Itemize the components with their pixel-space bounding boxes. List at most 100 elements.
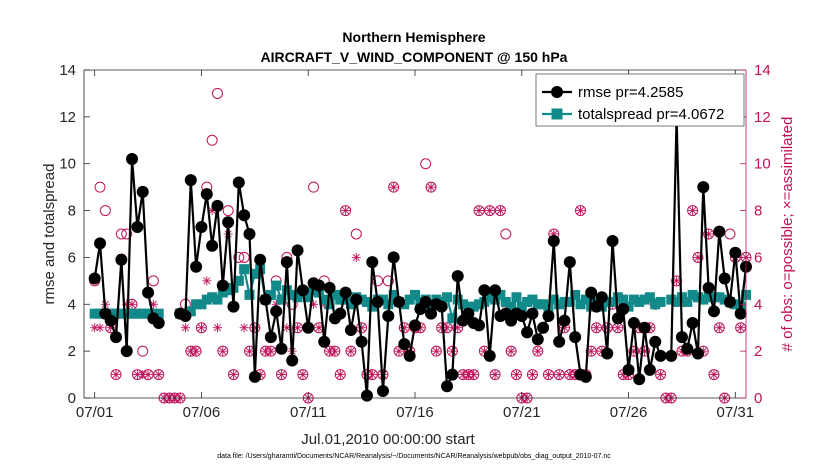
y-tick-label: 2: [68, 343, 76, 360]
rmse-point: [729, 246, 742, 259]
obs-possible-marker: [233, 251, 245, 263]
obs-possible-marker: [585, 345, 597, 357]
asterisk-stroke: [240, 324, 248, 332]
obs-possible-marker: [713, 322, 725, 334]
asterisk-stroke: [512, 371, 520, 379]
rmse-point: [558, 314, 571, 327]
totalspread-point: [644, 292, 655, 303]
asterisk-stroke: [326, 347, 334, 355]
obs-possible-marker: [473, 205, 485, 217]
obs-possible-marker: [655, 369, 667, 381]
obs-assimilated-marker: [613, 323, 623, 333]
x-tick-label: 07/01: [76, 404, 114, 421]
obs-assimilated-marker: [485, 206, 495, 216]
totalspread-point: [442, 292, 453, 303]
asterisk-stroke: [91, 324, 99, 332]
totalspread-point: [388, 289, 399, 300]
totalspread-point: [116, 308, 127, 319]
asterisk-stroke: [528, 371, 537, 379]
obs-assimilated-marker: [592, 323, 602, 333]
obs-possible-marker: [238, 251, 250, 263]
asterisk-stroke: [592, 324, 601, 332]
y-right-tick-label: 6: [754, 249, 762, 266]
asterisk-stroke: [459, 371, 467, 379]
rmse-point: [270, 305, 283, 318]
obs-possible-marker: [494, 205, 506, 217]
totalspread-point: [153, 308, 164, 319]
rmse-point: [296, 284, 309, 297]
totalspread-point: [324, 299, 335, 310]
rmse-point: [563, 256, 576, 269]
rmse-point: [579, 370, 592, 383]
asterisk-stroke: [293, 324, 302, 332]
obs-assimilated-marker: [576, 206, 585, 216]
totalspread-point: [628, 294, 639, 305]
x-tick-label: 07/16: [396, 404, 434, 421]
rmse-point: [344, 324, 357, 337]
rmse-point: [216, 279, 229, 292]
y-axis-label: rmse and totalspread: [41, 164, 58, 305]
asterisk-stroke: [352, 253, 360, 261]
obs-assimilated-marker: [431, 346, 441, 356]
asterisk-stroke: [614, 324, 622, 332]
rmse-point: [323, 281, 336, 294]
asterisk-stroke: [587, 347, 595, 355]
rmse-point: [371, 295, 384, 308]
rmse-point: [366, 256, 379, 269]
obs-possible-marker: [308, 181, 320, 193]
asterisk-stroke: [336, 371, 344, 379]
obs-assimilated-marker: [527, 370, 537, 380]
legend-box: [535, 73, 745, 127]
chart-title: Northern Hemisphere: [342, 29, 485, 45]
obs-possible-marker: [297, 369, 309, 381]
rmse-point: [649, 335, 662, 348]
obs-assimilated-marker: [709, 370, 719, 380]
totalspread-point: [201, 294, 212, 305]
obs-assimilated-marker: [111, 370, 121, 380]
obs-assimilated-marker: [351, 252, 361, 262]
obs-assimilated-marker: [330, 346, 340, 356]
obs-possible-marker: [350, 228, 362, 240]
obs-assimilated-marker: [266, 346, 276, 356]
totalspread-point: [703, 292, 714, 303]
rmse-point: [110, 331, 123, 344]
obs-assimilated-marker: [474, 206, 484, 216]
y-tick-label: 4: [68, 296, 76, 313]
obs-possible-marker: [505, 345, 517, 357]
obs-possible-marker: [724, 228, 736, 240]
rmse-point: [291, 244, 304, 257]
obs-possible-marker: [356, 322, 368, 334]
obs-possible-marker: [575, 205, 586, 217]
rmse-point: [627, 317, 640, 330]
asterisk-stroke: [715, 324, 723, 332]
rmse-point: [643, 363, 656, 376]
totalspread-point: [212, 294, 223, 305]
rmse-point: [334, 307, 347, 320]
totalspread-point: [458, 299, 469, 310]
rmse-point: [425, 307, 438, 320]
totalspread-point: [666, 294, 677, 305]
totalspread-point: [655, 296, 666, 307]
obs-assimilated-marker: [191, 346, 201, 356]
totalspread-point: [329, 289, 340, 300]
obs-count-markers: [89, 87, 752, 404]
rmse-point: [681, 342, 694, 355]
totalspread-point: [276, 294, 287, 305]
asterisk-stroke: [144, 371, 152, 379]
asterisk-stroke: [96, 324, 104, 332]
totalspread-point: [484, 292, 495, 303]
asterisk-stroke: [555, 371, 563, 379]
totalspread-point: [287, 289, 298, 300]
obs-possible-marker: [110, 369, 122, 381]
asterisk-stroke: [443, 324, 451, 332]
obs-possible-marker: [420, 158, 432, 170]
rmse-point: [526, 307, 539, 320]
x-tick-label: 07/21: [503, 404, 541, 421]
rmse-point: [537, 321, 550, 334]
totalspread-point: [511, 292, 522, 303]
obs-assimilated-marker: [533, 346, 543, 356]
rmse-point: [355, 335, 368, 348]
totalspread-point: [447, 313, 458, 324]
totalspread-point: [303, 292, 314, 303]
totalspread-point: [495, 289, 506, 300]
